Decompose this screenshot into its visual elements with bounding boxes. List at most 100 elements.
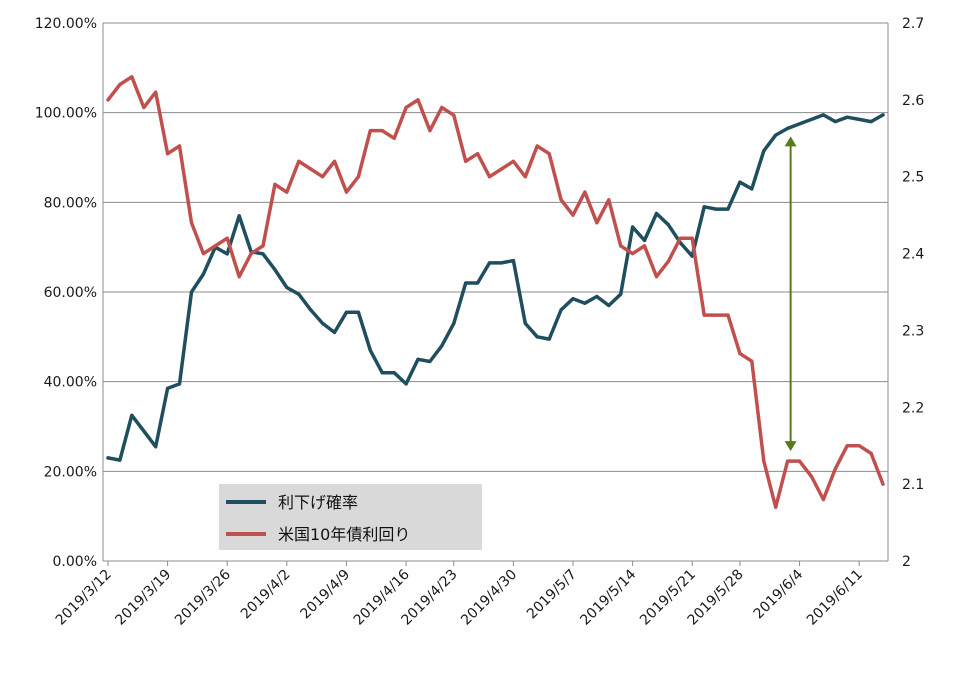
data-point-series-1 bbox=[297, 159, 301, 163]
data-point-series-1 bbox=[642, 244, 647, 248]
data-point-series-1 bbox=[237, 275, 241, 279]
y-right-tick-label: 2.3 bbox=[902, 323, 924, 339]
data-point-series-0 bbox=[309, 308, 313, 312]
data-point-series-1 bbox=[857, 444, 861, 448]
data-point-series-0 bbox=[523, 321, 527, 325]
data-point-series-0 bbox=[118, 458, 122, 462]
data-point-series-1 bbox=[619, 244, 623, 248]
data-point-series-0 bbox=[225, 252, 229, 256]
data-point-series-0 bbox=[452, 321, 456, 325]
y-left-tick-label: 120.00% bbox=[35, 16, 97, 32]
data-point-series-1 bbox=[368, 129, 372, 133]
data-point-series-0 bbox=[857, 117, 861, 121]
data-point-series-1 bbox=[249, 252, 253, 256]
data-point-series-0 bbox=[583, 301, 587, 305]
data-point-series-0 bbox=[332, 330, 337, 334]
data-point-series-1 bbox=[797, 459, 802, 463]
data-point-series-0 bbox=[690, 254, 694, 258]
data-point-series-0 bbox=[786, 126, 790, 130]
data-point-series-1 bbox=[631, 252, 635, 256]
y-left-tick-label: 20.00% bbox=[44, 464, 97, 480]
data-point-series-0 bbox=[559, 308, 563, 312]
data-point-series-1 bbox=[476, 152, 480, 156]
data-point-series-1 bbox=[321, 175, 325, 179]
data-point-series-0 bbox=[845, 115, 849, 119]
data-point-series-1 bbox=[177, 144, 182, 148]
data-point-series-0 bbox=[833, 120, 837, 124]
data-point-series-1 bbox=[571, 213, 575, 217]
data-point-series-0 bbox=[642, 238, 647, 242]
data-point-series-0 bbox=[535, 335, 539, 339]
data-point-series-1 bbox=[130, 75, 134, 79]
data-point-series-0 bbox=[547, 337, 551, 341]
data-point-series-1 bbox=[392, 136, 396, 140]
y-left-tick-label: 0.00% bbox=[53, 554, 97, 570]
data-point-series-0 bbox=[750, 187, 754, 191]
y-right-tick-label: 2 bbox=[902, 554, 911, 570]
data-point-series-0 bbox=[869, 120, 873, 124]
data-point-series-1 bbox=[559, 198, 563, 202]
data-point-series-1 bbox=[332, 159, 337, 163]
data-point-series-0 bbox=[380, 371, 384, 375]
data-point-series-1 bbox=[595, 221, 599, 225]
data-point-series-0 bbox=[511, 259, 515, 263]
data-point-series-0 bbox=[368, 348, 372, 352]
legend: 利下げ確率 米国10年債利回り bbox=[219, 484, 482, 550]
data-point-series-1 bbox=[678, 236, 682, 240]
data-point-series-0 bbox=[142, 429, 146, 433]
data-point-series-1 bbox=[142, 105, 146, 110]
data-point-series-0 bbox=[714, 207, 718, 211]
data-point-series-1 bbox=[213, 244, 217, 248]
data-point-series-1 bbox=[225, 236, 229, 240]
data-point-series-0 bbox=[619, 292, 623, 296]
data-point-series-1 bbox=[702, 313, 706, 317]
data-point-series-0 bbox=[631, 225, 635, 229]
data-point-series-1 bbox=[106, 98, 110, 102]
data-point-series-1 bbox=[666, 259, 671, 263]
y-left-tick-label: 40.00% bbox=[44, 375, 97, 391]
data-point-series-1 bbox=[845, 444, 849, 448]
data-point-series-0 bbox=[571, 297, 575, 301]
data-point-series-1 bbox=[428, 129, 432, 133]
data-point-series-1 bbox=[523, 175, 527, 179]
data-point-series-1 bbox=[487, 175, 492, 179]
y-right-tick-label: 2.7 bbox=[902, 16, 924, 32]
data-point-series-0 bbox=[261, 252, 265, 256]
data-point-series-1 bbox=[511, 159, 515, 163]
data-point-series-1 bbox=[869, 451, 873, 455]
data-point-series-0 bbox=[392, 371, 396, 375]
data-point-series-1 bbox=[464, 159, 468, 163]
data-point-series-0 bbox=[273, 268, 277, 272]
data-point-series-0 bbox=[285, 285, 289, 290]
data-point-series-1 bbox=[738, 351, 742, 356]
data-point-series-1 bbox=[380, 129, 384, 133]
data-point-series-0 bbox=[154, 445, 158, 449]
data-point-series-0 bbox=[487, 261, 492, 265]
data-point-series-0 bbox=[440, 344, 444, 348]
data-point-series-0 bbox=[464, 281, 468, 285]
data-point-series-0 bbox=[356, 310, 360, 314]
data-point-series-0 bbox=[797, 122, 802, 126]
data-point-series-0 bbox=[106, 456, 110, 460]
data-point-series-0 bbox=[738, 180, 742, 184]
data-point-series-1 bbox=[201, 252, 205, 256]
annotation-arrow-head-bottom bbox=[784, 441, 797, 452]
data-point-series-0 bbox=[774, 133, 778, 137]
data-point-series-1 bbox=[607, 198, 611, 202]
data-point-series-1 bbox=[583, 190, 587, 194]
data-point-series-1 bbox=[535, 144, 539, 148]
data-point-series-1 bbox=[762, 459, 766, 463]
y-left-tick-label: 100.00% bbox=[35, 106, 97, 122]
data-point-series-1 bbox=[726, 313, 730, 317]
data-point-series-1 bbox=[714, 313, 718, 317]
gridlines bbox=[103, 22, 888, 472]
data-point-series-1 bbox=[356, 175, 360, 179]
data-point-series-0 bbox=[416, 357, 420, 361]
data-point-series-0 bbox=[344, 310, 349, 314]
series-lines bbox=[106, 75, 885, 509]
series-line-1 bbox=[106, 75, 885, 509]
series-line-0 bbox=[106, 113, 885, 462]
data-point-series-0 bbox=[237, 214, 241, 218]
data-point-series-1 bbox=[750, 359, 754, 363]
data-point-series-0 bbox=[607, 303, 611, 308]
